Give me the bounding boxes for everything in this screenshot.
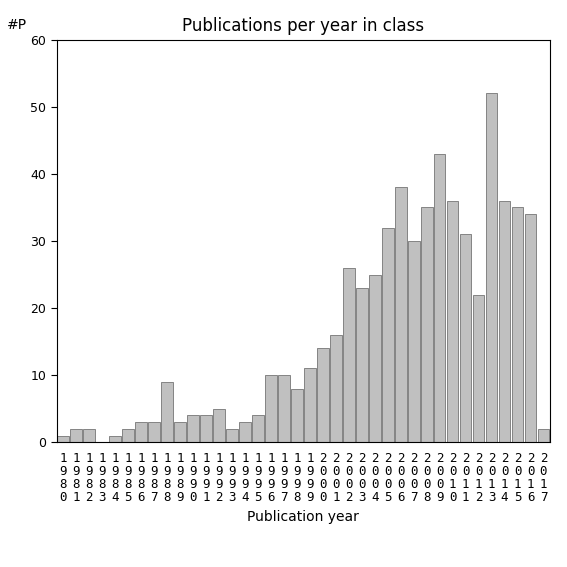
Bar bbox=[421, 208, 433, 442]
Bar bbox=[447, 201, 459, 442]
Bar bbox=[265, 375, 277, 442]
Bar bbox=[70, 429, 82, 442]
Bar bbox=[136, 422, 147, 442]
Bar bbox=[304, 369, 316, 442]
Y-axis label: #P: #P bbox=[7, 18, 27, 32]
Bar bbox=[343, 268, 354, 442]
Bar bbox=[252, 416, 264, 442]
Bar bbox=[356, 288, 367, 442]
Bar bbox=[239, 422, 251, 442]
Bar bbox=[369, 274, 380, 442]
Bar bbox=[499, 201, 510, 442]
Bar bbox=[291, 388, 303, 442]
Title: Publications per year in class: Publications per year in class bbox=[182, 18, 425, 35]
Bar bbox=[434, 154, 446, 442]
Bar bbox=[226, 429, 238, 442]
Bar bbox=[278, 375, 290, 442]
Bar bbox=[408, 241, 420, 442]
Bar bbox=[330, 335, 342, 442]
Bar bbox=[174, 422, 186, 442]
Bar bbox=[538, 429, 549, 442]
Bar bbox=[187, 416, 199, 442]
Bar bbox=[460, 234, 471, 442]
Bar bbox=[148, 422, 160, 442]
Bar bbox=[511, 208, 523, 442]
Bar bbox=[213, 409, 225, 442]
Bar bbox=[161, 382, 173, 442]
Bar bbox=[382, 227, 393, 442]
Bar bbox=[395, 187, 407, 442]
Bar bbox=[317, 348, 329, 442]
Bar bbox=[109, 435, 121, 442]
Bar bbox=[486, 94, 497, 442]
Bar bbox=[524, 214, 536, 442]
Bar bbox=[473, 295, 484, 442]
Bar bbox=[57, 435, 69, 442]
X-axis label: Publication year: Publication year bbox=[247, 510, 359, 523]
Bar bbox=[122, 429, 134, 442]
Bar bbox=[200, 416, 212, 442]
Bar bbox=[83, 429, 95, 442]
